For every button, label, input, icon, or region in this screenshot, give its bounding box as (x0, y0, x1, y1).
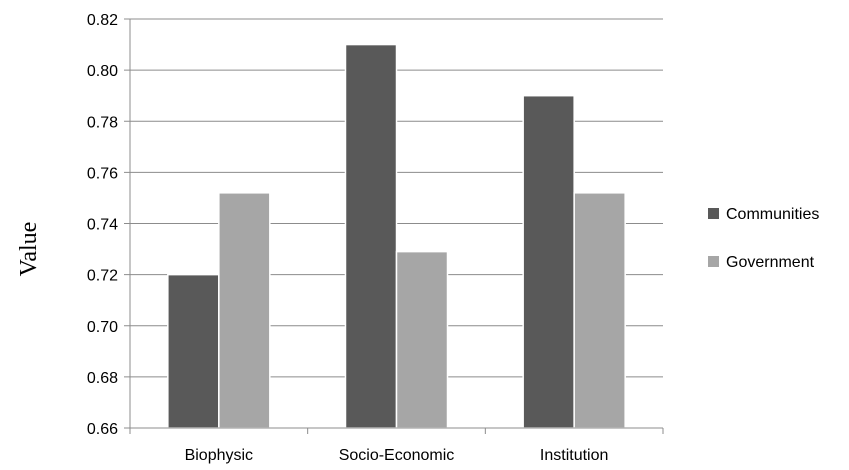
x-tick-labels: Biophysic Socio-Economic Institution (185, 447, 609, 464)
y-tick-label: 0.74 (87, 217, 118, 234)
bar-communities-institution (522, 94, 575, 429)
legend-swatch-government (708, 256, 719, 267)
bars (167, 43, 626, 429)
legend-label-communities: Communities (726, 206, 819, 223)
bar-government-socio-economic (395, 250, 449, 429)
x-tick-label: Biophysic (185, 447, 253, 464)
legend-label-government: Government (726, 254, 815, 271)
x-tick-label: Institution (540, 447, 608, 464)
y-tick-labels: 0.66 0.68 0.70 0.72 0.74 0.76 0.78 0.80 0.82 (87, 12, 118, 438)
y-axis-label: Value (16, 222, 42, 277)
bar-communities-biophysic (167, 273, 220, 429)
y-tick-label: 0.76 (87, 165, 118, 182)
bar-government-institution (573, 192, 626, 429)
legend: Communities Government (708, 206, 819, 271)
y-tick-label: 0.70 (87, 319, 118, 336)
bar-communities-socio-economic (344, 43, 398, 429)
bar-government-biophysic (218, 192, 271, 429)
y-tick-label: 0.80 (87, 63, 118, 80)
y-tick-label: 0.72 (87, 268, 118, 285)
y-tick-label: 0.78 (87, 114, 118, 131)
y-tick-label: 0.68 (87, 370, 118, 387)
y-tick-label: 0.82 (87, 12, 118, 29)
x-tick-label: Socio-Economic (339, 447, 455, 464)
axes (124, 18, 664, 434)
legend-swatch-communities (708, 208, 719, 219)
y-tick-label: 0.66 (87, 421, 118, 438)
